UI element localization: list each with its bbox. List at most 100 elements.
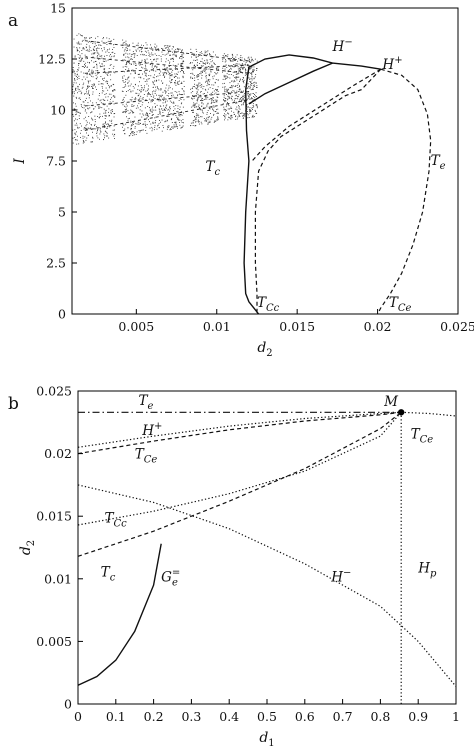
scatter-point (167, 59, 169, 61)
scatter-point (173, 58, 174, 60)
scatter-point (114, 53, 116, 54)
scatter-point (177, 108, 179, 109)
scatter-point (191, 53, 193, 55)
scatter-point (224, 119, 225, 121)
scatter-point (124, 48, 126, 50)
scatter-point (227, 108, 229, 110)
scatter-point (227, 99, 228, 101)
scatter-point (182, 60, 184, 62)
scatter-point (74, 74, 76, 76)
scatter-point (191, 106, 193, 108)
scatter-point (156, 45, 158, 47)
y-tick-label: 0.025 (36, 384, 72, 399)
scatter-point (250, 81, 251, 83)
scatter-point (256, 112, 258, 114)
scatter-point (102, 125, 104, 127)
scatter-point (211, 102, 213, 104)
scatter-point (94, 52, 96, 54)
scatter-point (113, 56, 115, 58)
scatter-point (124, 133, 126, 135)
series-line-Ge= (77, 543, 162, 686)
scatter-point (173, 76, 175, 78)
scatter-point (91, 69, 93, 71)
scatter-point (237, 77, 239, 78)
scatter-point (113, 125, 115, 127)
scatter-point (215, 54, 216, 56)
scatter-point (88, 97, 90, 99)
scatter-point (199, 63, 201, 64)
scatter-point (192, 111, 193, 113)
scatter-point (95, 70, 97, 72)
scatter-point (231, 96, 233, 97)
scatter-point (99, 129, 101, 131)
scatter-point (106, 44, 108, 45)
scatter-point (193, 105, 195, 107)
scatter-point (209, 66, 211, 68)
scatter-point (208, 108, 210, 109)
scatter-point (95, 45, 97, 46)
scatter-point (207, 121, 209, 123)
scatter-point (211, 101, 213, 103)
scatter-point (230, 59, 231, 61)
scatter-point (215, 73, 217, 75)
scatter-point (239, 99, 240, 101)
scatter-point (155, 79, 157, 81)
scatter-point (172, 54, 174, 56)
scatter-point (144, 107, 146, 109)
scatter-point (81, 53, 83, 55)
y-tick-label: 10 (50, 103, 66, 118)
scatter-point (194, 103, 196, 105)
scatter-point (76, 74, 78, 76)
scatter-point (85, 58, 87, 60)
scatter-point (140, 123, 141, 124)
scatter-point (85, 100, 86, 101)
scatter-point (249, 68, 251, 70)
scatter-point (153, 59, 155, 60)
scatter-point (155, 86, 156, 88)
scatter-point (162, 75, 164, 76)
scatter-point (240, 66, 242, 68)
scatter-point (113, 113, 115, 115)
scatter-point (236, 79, 238, 81)
scatter-point (103, 37, 104, 38)
scatter-point (111, 112, 112, 114)
scatter-point (230, 118, 231, 120)
scatter-point (174, 91, 176, 92)
scatter-point (113, 84, 115, 86)
scatter-point (181, 63, 183, 65)
scatter-point (83, 128, 85, 130)
scatter-point (210, 70, 212, 72)
scatter-point (90, 100, 91, 102)
scatter-point (125, 94, 127, 96)
scatter-point (78, 115, 80, 117)
x-tick-label: 0.005 (118, 319, 154, 334)
scatter-point (161, 130, 163, 132)
x-axis-label: d1 (259, 730, 274, 749)
scatter-point (168, 93, 170, 94)
scatter-point (196, 115, 198, 117)
scatter-point (102, 65, 104, 67)
scatter-point (153, 129, 155, 131)
annotation-sub: Ce (420, 435, 434, 446)
scatter-point (201, 102, 203, 104)
scatter-point (154, 58, 156, 60)
scatter-point (164, 109, 166, 111)
scatter-point (239, 69, 241, 71)
scatter-point (195, 54, 197, 56)
scatter-point (243, 81, 244, 83)
scatter-point (97, 116, 98, 117)
scatter-point (132, 90, 134, 92)
scatter-point (94, 115, 96, 117)
scatter-point (124, 59, 126, 61)
scatter-point (92, 119, 94, 121)
scatter-point (124, 44, 126, 46)
scatter-point (222, 83, 224, 85)
scatter-point (104, 112, 106, 114)
scatter-point (151, 100, 153, 102)
scatter-point (85, 128, 87, 130)
scatter-point (121, 90, 123, 92)
scatter-point (111, 119, 113, 121)
scatter-point (91, 124, 92, 126)
scatter-point (86, 137, 88, 139)
scatter-point (215, 92, 217, 94)
